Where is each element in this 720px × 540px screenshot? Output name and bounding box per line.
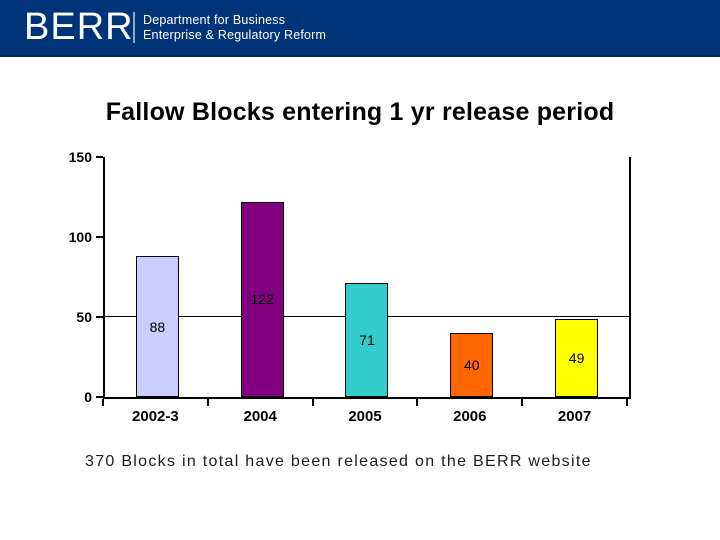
x-tick-mark-4 [521, 399, 524, 406]
bar-2004: 122 [240, 201, 284, 397]
logo-divider [133, 12, 135, 43]
slide-title: Fallow Blocks entering 1 yr release peri… [105, 98, 615, 126]
bar-2006: 40 [450, 333, 494, 397]
department-name-line1: Department for Business [143, 13, 286, 27]
footer-caption: 370 Blocks in total have been released o… [85, 453, 592, 470]
y-tick-mark-0 [96, 396, 103, 398]
y-tick-label-50: 50 [76, 309, 92, 325]
x-category-label-2002-3: 2002-3 [132, 408, 179, 425]
berr-header-band: BERR Department for Business Enterprise … [0, 0, 720, 57]
bar-slot-2004: 122 [210, 157, 315, 397]
x-category-label-2007: 2007 [557, 408, 592, 425]
x-category-label-2005: 2005 [348, 408, 382, 425]
bar-slot-2007: 49 [524, 157, 629, 397]
bar-slot-2006: 40 [419, 157, 524, 397]
y-tick-label-100: 100 [68, 229, 92, 245]
y-tick-label-0: 0 [84, 389, 92, 405]
bar-2005: 71 [345, 283, 389, 397]
bar-value-label-2007: 49 [568, 349, 585, 366]
x-tick-mark-5 [626, 399, 628, 406]
y-tick-mark-100 [96, 236, 103, 238]
x-category-label-2004: 2004 [243, 408, 277, 425]
x-tick-mark-2 [311, 399, 314, 406]
y-tick-mark-50 [96, 316, 103, 318]
bar-slot-2005: 71 [315, 157, 420, 397]
bar-value-label-2002-3: 88 [149, 318, 166, 335]
x-category-label-2006: 2006 [453, 408, 487, 425]
department-name: Department for Business Enterprise & Reg… [143, 13, 326, 42]
bar-slot-2002-3: 88 [105, 157, 210, 397]
bar-2007: 49 [555, 318, 599, 397]
bar-value-label-2005: 71 [359, 332, 375, 349]
y-tick-label-150: 150 [68, 149, 92, 165]
department-name-line2: Enterprise & Regulatory Reform [143, 27, 327, 42]
x-tick-mark-1 [206, 399, 209, 406]
bar-value-label-2006: 40 [463, 357, 480, 373]
x-tick-mark-3 [416, 399, 419, 406]
x-tick-mark-0 [102, 399, 104, 406]
y-tick-mark-150 [96, 156, 103, 158]
plot-area: 88 122 71 40 49 [103, 157, 631, 399]
bar-2002-3: 88 [135, 256, 179, 397]
bar-value-label-2004: 122 [250, 291, 274, 308]
berr-logo: BERR [24, 6, 134, 48]
